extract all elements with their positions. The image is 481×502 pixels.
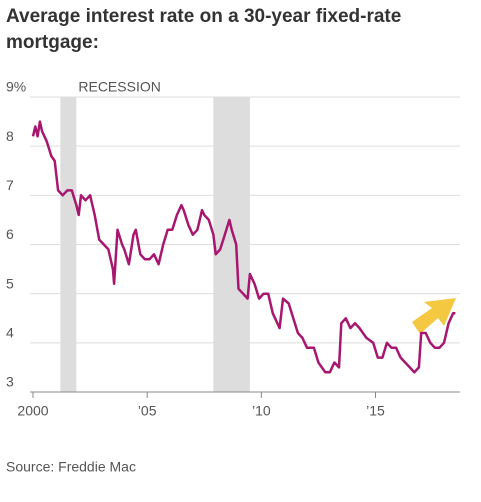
y-tick-label: 3	[6, 374, 14, 390]
x-tick-label: ’10	[252, 403, 271, 419]
x-tick-label: ’05	[138, 403, 157, 419]
data-line	[31, 120, 456, 374]
y-tick-label: 5	[6, 275, 14, 291]
x-tick-label: ’15	[366, 403, 385, 419]
chart-title: Average interest rate on a 30-year fixed…	[6, 6, 402, 53]
y-tick-label: 8	[6, 128, 14, 144]
arrow-annotation	[412, 298, 456, 334]
y-tick-label: 7	[6, 177, 14, 193]
y-tick-label: 4	[6, 325, 14, 341]
source-note: Source: Freddie Mac	[6, 459, 136, 475]
x-tick-label: 2000	[17, 403, 48, 419]
y-tick-label: 9%	[6, 79, 26, 95]
span-label: RECESSION	[78, 79, 160, 95]
y-tick-label: 6	[6, 226, 14, 242]
